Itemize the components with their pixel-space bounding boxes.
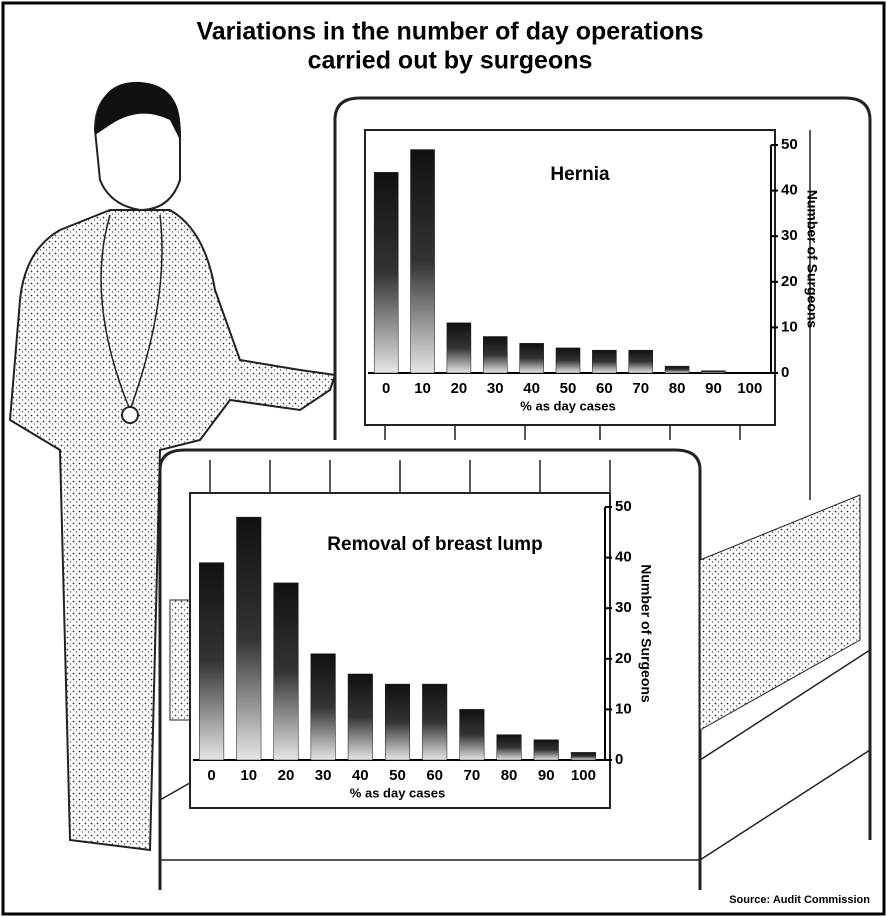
y-axis-label: Number of Surgeons (804, 190, 820, 329)
x-tick-label: 80 (501, 767, 518, 784)
x-tick-label: 20 (451, 380, 468, 397)
bar (497, 735, 522, 760)
x-tick-label: 50 (560, 380, 577, 397)
bar (629, 350, 653, 373)
y-tick-label: 40 (781, 182, 798, 199)
bar (447, 323, 471, 373)
chart-title: Removal of breast lump (327, 534, 542, 555)
y-tick-label: 40 (615, 549, 632, 566)
source: Source: Audit Commission (729, 894, 870, 906)
x-tick-label: 50 (389, 767, 406, 784)
x-axis-label: % as day cases (520, 398, 615, 413)
y-tick-label: 10 (615, 700, 632, 717)
y-tick-label: 50 (781, 136, 798, 153)
x-tick-label: 30 (487, 380, 504, 397)
bar (534, 740, 559, 760)
infographic: Variations in the number of day operatio… (0, 0, 887, 917)
x-tick-label: 0 (382, 380, 390, 397)
bar (665, 366, 689, 373)
x-tick-label: 60 (426, 767, 443, 784)
y-tick-label: 20 (781, 273, 798, 290)
x-tick-label: 80 (669, 380, 686, 397)
main-title: carried out by surgeons (308, 47, 593, 75)
bar (592, 350, 616, 373)
x-tick-label: 0 (207, 767, 215, 784)
y-axis-label: Number of Surgeons (638, 564, 654, 703)
bar (520, 343, 544, 373)
x-tick-label: 100 (571, 767, 596, 784)
x-tick-label: 10 (414, 380, 431, 397)
main-title: Variations in the number of day operatio… (196, 18, 703, 46)
x-tick-label: 10 (240, 767, 257, 784)
x-tick-label: 70 (464, 767, 481, 784)
y-tick-label: 10 (781, 318, 798, 335)
y-tick-label: 30 (615, 599, 632, 616)
bar (701, 371, 725, 373)
chart-title: Hernia (550, 164, 610, 185)
x-tick-label: 60 (596, 380, 613, 397)
y-tick-label: 50 (615, 498, 632, 515)
x-axis-label: % as day cases (350, 785, 445, 800)
bar (237, 517, 262, 760)
y-tick-label: 0 (615, 751, 623, 768)
x-tick-label: 40 (352, 767, 369, 784)
x-tick-label: 90 (705, 380, 722, 397)
bar (348, 674, 373, 760)
bar (411, 150, 435, 373)
bar (311, 654, 336, 760)
bar (374, 172, 398, 373)
bar (385, 684, 410, 760)
bar (571, 752, 596, 760)
bar (556, 348, 580, 373)
x-tick-label: 30 (315, 767, 332, 784)
x-tick-label: 70 (632, 380, 649, 397)
bar (199, 563, 224, 760)
y-tick-label: 0 (781, 364, 789, 381)
x-tick-label: 40 (523, 380, 540, 397)
y-tick-label: 30 (781, 227, 798, 244)
bar (460, 709, 485, 760)
bar (422, 684, 447, 760)
bar (483, 337, 507, 373)
bar (274, 583, 299, 760)
x-tick-label: 100 (737, 380, 762, 397)
y-tick-label: 20 (615, 650, 632, 667)
x-tick-label: 90 (538, 767, 555, 784)
x-tick-label: 20 (278, 767, 295, 784)
